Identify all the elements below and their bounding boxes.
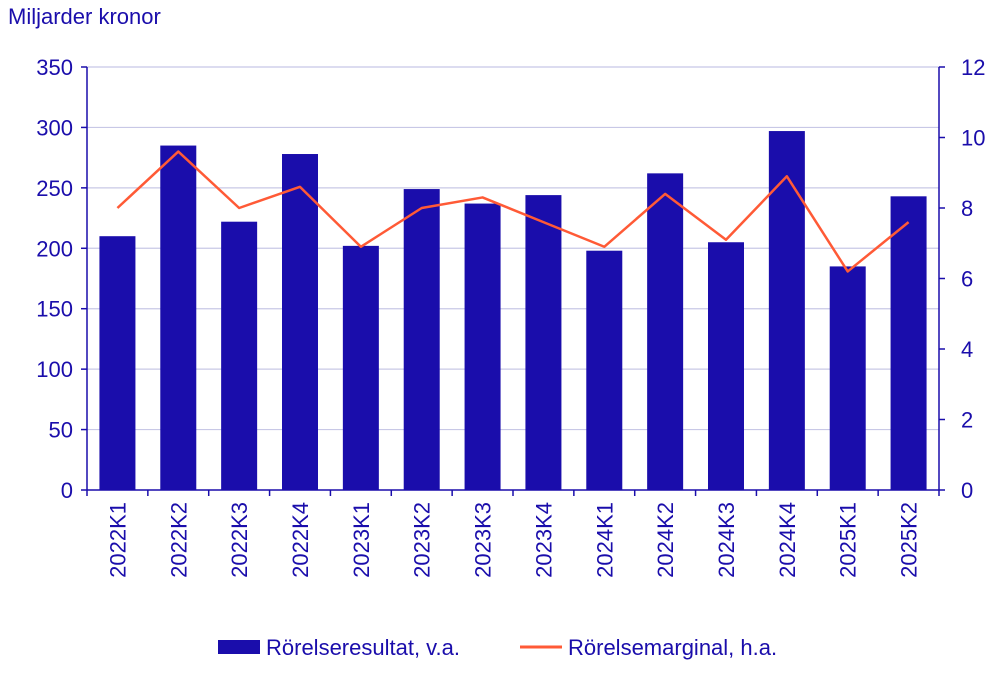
x-tick-label: 2024K3	[714, 502, 739, 578]
bar-series	[99, 131, 927, 491]
legend-label-bar: Rörelseresultat, v.a.	[266, 635, 460, 660]
bar	[708, 242, 744, 490]
y-axis-ticks-left: 0 50 100 150 200 250 300 350	[36, 55, 87, 503]
y-axis-ticks-right: 0 2 4 6 8 10 12	[939, 55, 985, 503]
x-tick-label: 2022K1	[105, 502, 130, 578]
legend-swatch-bar	[218, 640, 260, 654]
y2-tick-label: 4	[961, 337, 973, 362]
legend: Rörelseresultat, v.a. Rörelsemarginal, h…	[218, 635, 777, 660]
y-tick-label: 200	[36, 236, 73, 261]
y-tick-label: 0	[61, 478, 73, 503]
x-tick-label: 2022K3	[227, 502, 252, 578]
axes	[86, 67, 940, 491]
x-tick-label: 2025K1	[836, 502, 861, 578]
x-tick-label: 2023K3	[471, 502, 496, 578]
y2-tick-label: 0	[961, 478, 973, 503]
bar	[160, 145, 197, 491]
bar	[829, 266, 866, 490]
y-tick-label: 150	[36, 297, 73, 322]
bar	[890, 196, 927, 490]
y-tick-label: 250	[36, 176, 73, 201]
y-tick-label: 300	[36, 115, 73, 140]
x-tick-label: 2024K2	[653, 502, 678, 578]
x-tick-label: 2022K2	[166, 502, 191, 578]
y2-tick-label: 6	[961, 267, 973, 292]
x-tick-label: 2025K2	[897, 502, 922, 578]
bar	[647, 173, 684, 490]
line-series	[116, 150, 910, 273]
bar	[221, 221, 258, 490]
y2-tick-label: 12	[961, 55, 985, 80]
x-tick-label: 2023K1	[349, 502, 374, 578]
x-tick-label: 2023K4	[531, 502, 556, 578]
y2-tick-label: 2	[961, 408, 973, 433]
bar	[99, 236, 136, 490]
y-tick-label: 100	[36, 357, 73, 382]
line-path	[116, 150, 910, 273]
x-tick-label: 2023K2	[410, 502, 435, 578]
bar	[342, 245, 379, 490]
x-axis-ticks: 2022K1 2022K2 2022K3 2022K4 2023K1 2023K2 2023…	[86, 490, 940, 578]
bar	[282, 154, 318, 490]
y-tick-label: 350	[36, 55, 73, 80]
bar	[525, 195, 562, 490]
bar	[768, 131, 805, 490]
y2-tick-label: 8	[961, 196, 973, 221]
legend-label-line: Rörelsemarginal, h.a.	[568, 635, 777, 660]
y-tick-label: 50	[49, 418, 73, 443]
x-tick-label: 2024K1	[592, 502, 617, 578]
bar	[464, 203, 501, 490]
bar	[403, 189, 440, 490]
y-axis-title: Miljarder kronor	[8, 4, 161, 29]
y2-tick-label: 10	[961, 126, 985, 151]
gridlines	[87, 66, 939, 431]
bar	[586, 250, 623, 490]
x-tick-label: 2022K4	[288, 502, 313, 578]
x-tick-label: 2024K4	[775, 502, 800, 578]
